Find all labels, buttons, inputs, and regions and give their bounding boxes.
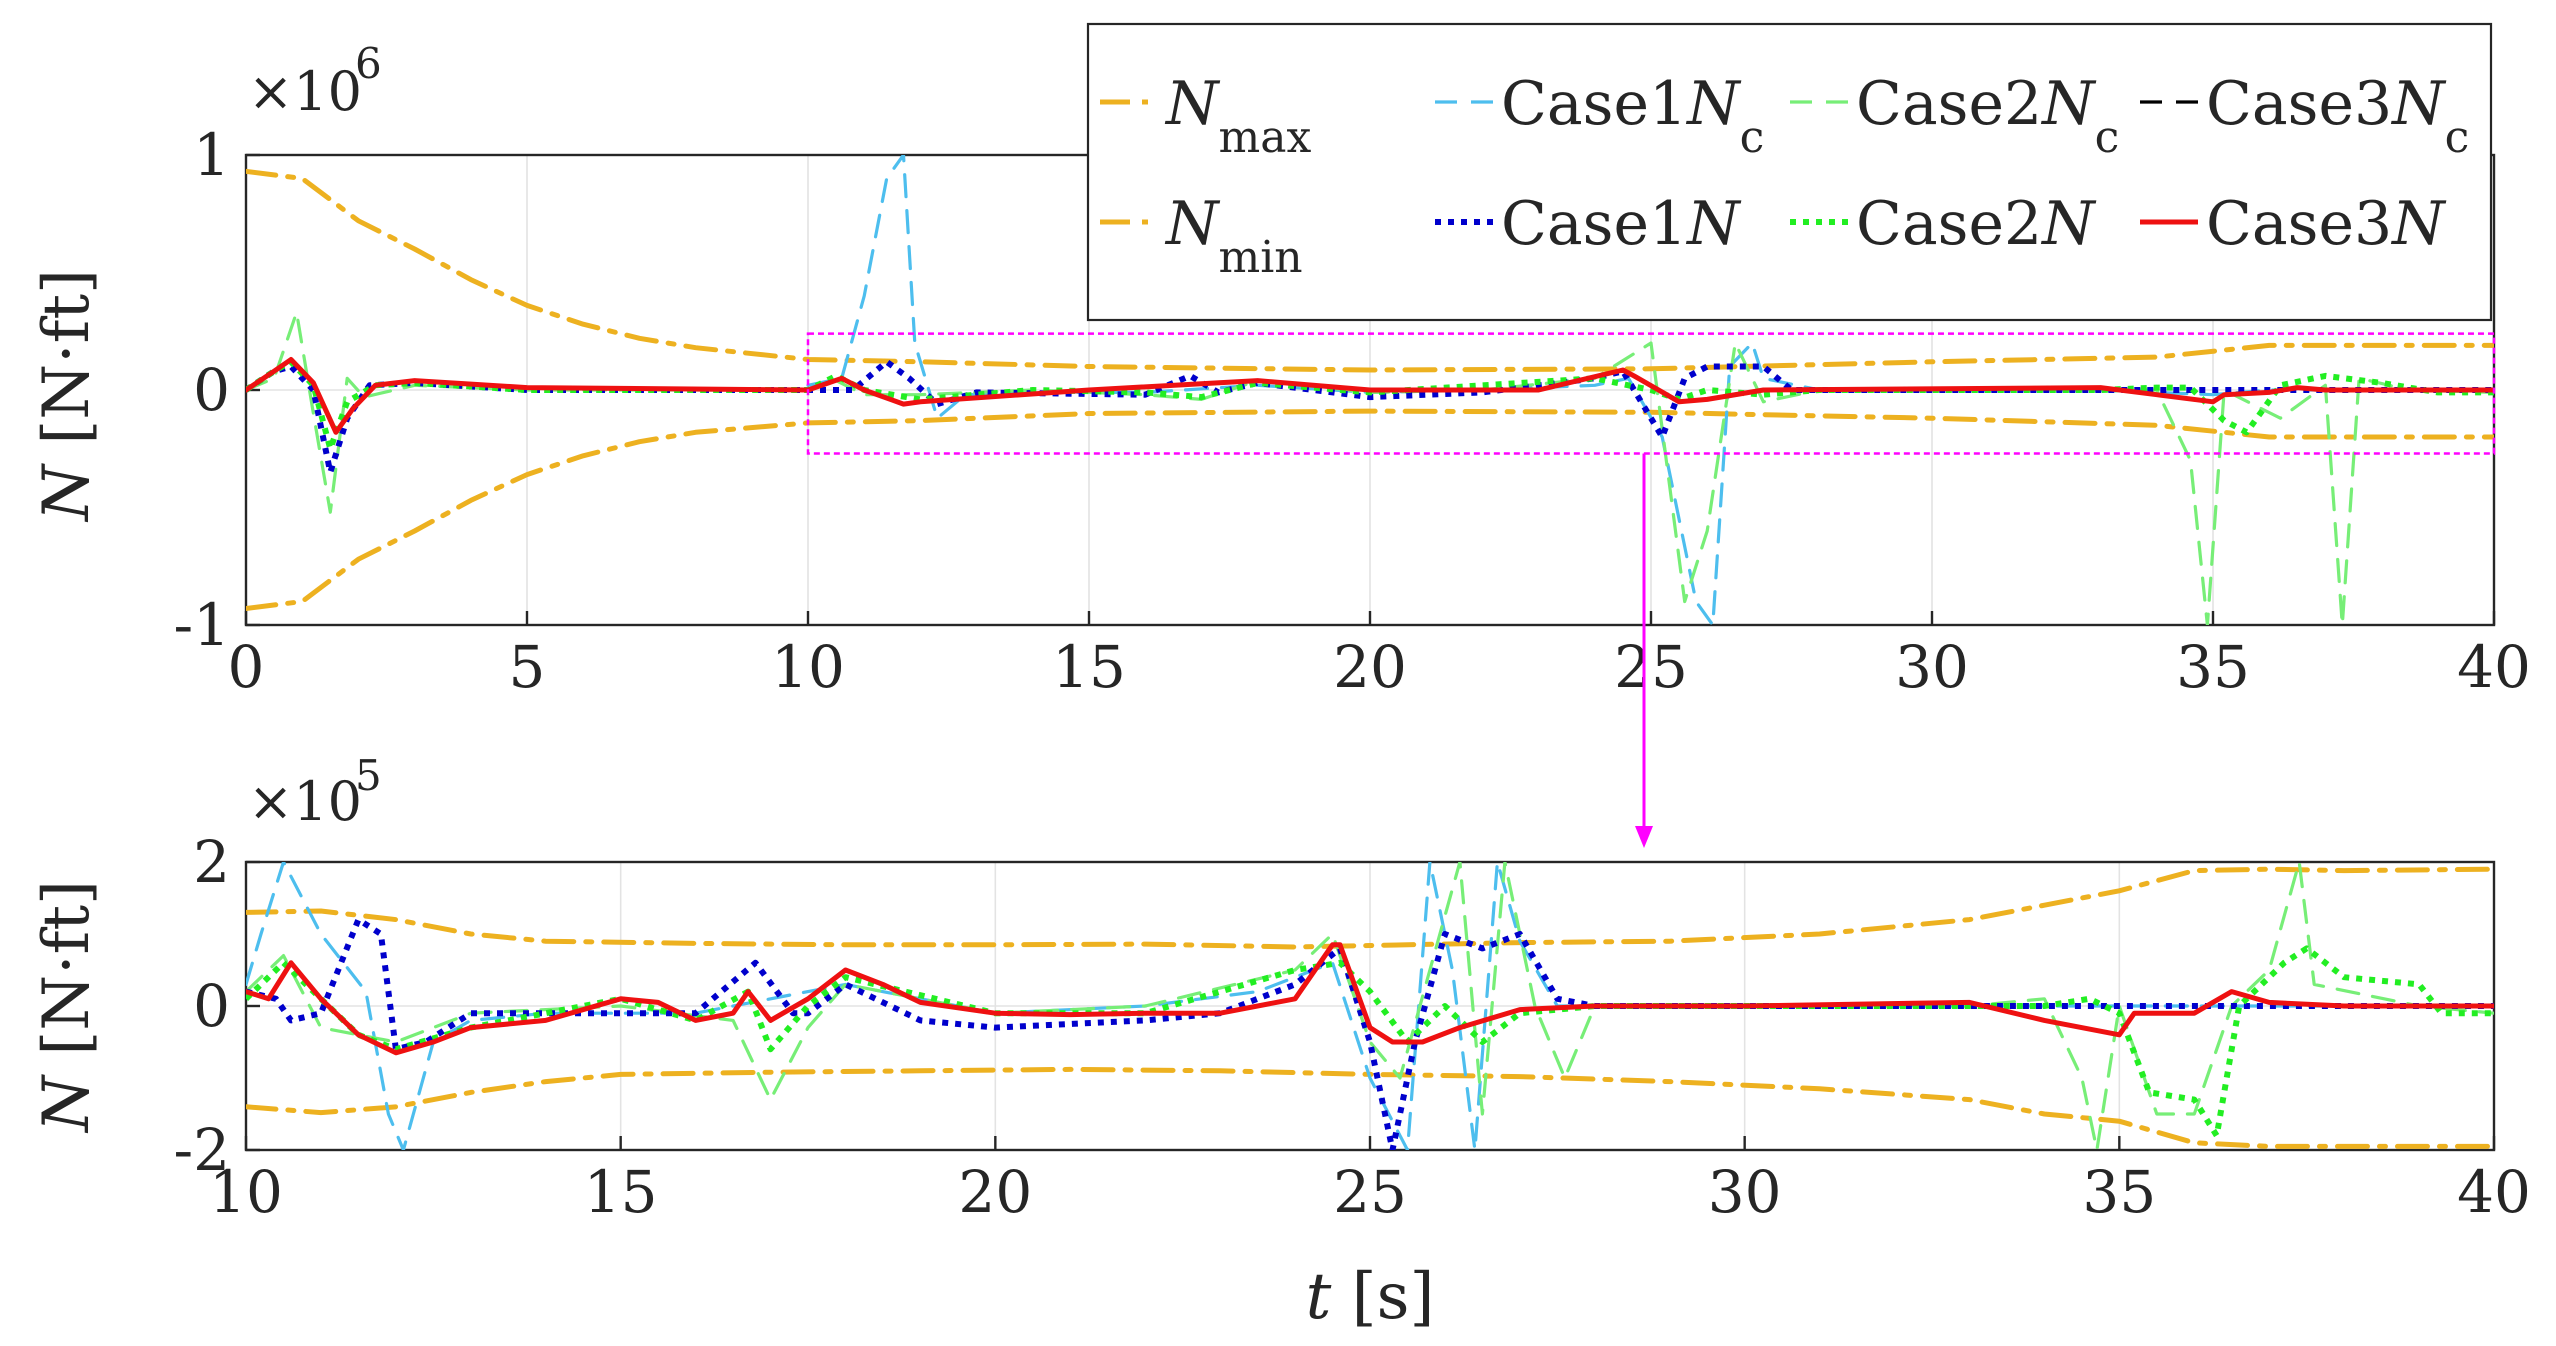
legend-label: Case1N bbox=[1501, 189, 1742, 259]
bottom-xtick-label: 25 bbox=[1333, 1158, 1407, 1226]
top-ytick-label: 1 bbox=[193, 121, 230, 189]
top-multiplier-exponent: 6 bbox=[355, 39, 382, 88]
legend-label: Case1Nc bbox=[1501, 69, 1764, 163]
bottom-xtick-label: 15 bbox=[584, 1158, 658, 1226]
legend-label-base: Case3 bbox=[2206, 69, 2392, 139]
legend-label-base: Case1 bbox=[1501, 189, 1687, 259]
top-xtick-label: 20 bbox=[1333, 633, 1407, 701]
legend-label-subscript: max bbox=[1219, 112, 1312, 163]
legend-label-base: N bbox=[1164, 69, 1221, 139]
bottom-ytick-label: -2 bbox=[174, 1116, 231, 1184]
bottom-series-case2nc bbox=[246, 862, 2494, 1150]
legend-label-symbol: N bbox=[2390, 189, 2447, 259]
legend-entry-case1n: Case1N bbox=[1435, 189, 1742, 259]
bottom-xtick-label: 40 bbox=[2457, 1158, 2531, 1226]
top-xtick-label: 40 bbox=[2457, 633, 2531, 701]
legend-label-subscript: c bbox=[2095, 112, 2120, 163]
bottom-panel: 10 15 20 25 30 35 40 -2 0 2 ×10 5 N [N·ft] t [s] bbox=[30, 751, 2531, 1334]
bottom-xtick-label: 20 bbox=[958, 1158, 1032, 1226]
bottom-series-case3n bbox=[246, 942, 2494, 1056]
legend-entry-nmin: Nmin bbox=[1100, 189, 1303, 283]
x-axis-label-unit: [s] bbox=[1331, 1260, 1434, 1334]
top-ylabel-symbol: N bbox=[30, 463, 104, 523]
top-series-case1nc bbox=[806, 155, 2494, 625]
top-ylabel: N [N·ft] bbox=[30, 269, 104, 523]
legend-entry-case1nc: Case1Nc bbox=[1435, 69, 1764, 163]
top-panel: 0 5 10 15 20 25 30 35 40-101 ×10 6 N [N·ft] bbox=[30, 39, 2531, 848]
bottom-series-nmin bbox=[246, 1066, 2494, 1149]
svg-text:N [N·ft]: N [N·ft] bbox=[30, 880, 104, 1134]
top-xtick-label: 15 bbox=[1052, 633, 1126, 701]
bottom-ytick-label: 0 bbox=[193, 972, 230, 1040]
legend-label: Case2N bbox=[1856, 189, 2097, 259]
legend-label-symbol: N bbox=[2040, 69, 2097, 139]
top-multiplier-base: ×10 bbox=[248, 60, 362, 123]
svg-text:N [N·ft]: N [N·ft] bbox=[30, 269, 104, 523]
bottom-xtick-label: 35 bbox=[2082, 1158, 2156, 1226]
bottom-ytick-label: 2 bbox=[193, 828, 230, 896]
bottom-multiplier-base: ×10 bbox=[248, 770, 362, 833]
top-xtick-label: 30 bbox=[1895, 633, 1969, 701]
bottom-xtick-label: 10 bbox=[209, 1158, 283, 1226]
legend-label-symbol: N bbox=[2040, 189, 2097, 259]
top-xtick-label: 5 bbox=[509, 633, 546, 701]
bottom-series-nmax bbox=[246, 866, 2494, 950]
top-ytick-label: 0 bbox=[193, 356, 230, 424]
legend-label-base: Case3 bbox=[2206, 189, 2392, 259]
legend-label: Case3Nc bbox=[2206, 69, 2469, 163]
top-xtick-label: 0 bbox=[228, 633, 265, 701]
legend-label-subscript: c bbox=[1740, 112, 1765, 163]
top-xtick-label: 10 bbox=[771, 633, 845, 701]
zoom-arrow-head bbox=[1635, 826, 1653, 848]
bottom-ylabel-unit: [N·ft] bbox=[30, 880, 104, 1076]
legend-label: Nmin bbox=[1164, 189, 1303, 283]
legend-label-subscript: min bbox=[1219, 232, 1303, 283]
legend-label-symbol: N bbox=[1685, 69, 1742, 139]
bottom-ylabel-symbol: N bbox=[30, 1074, 104, 1134]
legend-label-base: Case2 bbox=[1856, 189, 2042, 259]
legend-label-subscript: c bbox=[2445, 112, 2470, 163]
legend-entry-case2n: Case2N bbox=[1790, 189, 2097, 259]
top-xtick-label: 35 bbox=[2176, 633, 2250, 701]
legend-label-symbol: N bbox=[2390, 69, 2447, 139]
x-axis-label-symbol: t bbox=[1306, 1260, 1332, 1334]
bottom-series bbox=[246, 862, 2494, 1150]
bottom-multiplier-exponent: 5 bbox=[355, 751, 382, 800]
legend-label: Case3N bbox=[2206, 189, 2447, 259]
bottom-multiplier: ×10 5 bbox=[248, 751, 382, 833]
bottom-ticks: 10 15 20 25 30 35 40 -2 0 2 bbox=[174, 828, 2531, 1226]
bottom-xtick-label: 30 bbox=[1708, 1158, 1782, 1226]
top-ticks: 0 5 10 15 20 25 30 35 40-101 bbox=[174, 121, 2531, 701]
bottom-series-case1n bbox=[246, 916, 2494, 1150]
top-xtick-label: 25 bbox=[1614, 633, 1688, 701]
top-series-case3n bbox=[246, 357, 2494, 435]
zoom-box bbox=[806, 332, 2496, 455]
legend-label-base: Case2 bbox=[1856, 69, 2042, 139]
legend-entry-case3n: Case3N bbox=[2140, 189, 2447, 259]
legend-entry-case3nc: Case3Nc bbox=[2140, 69, 2469, 163]
bottom-ylabel: N [N·ft] bbox=[30, 880, 104, 1134]
top-ytick-label: -1 bbox=[174, 591, 231, 659]
legend-label-base: N bbox=[1164, 189, 1221, 259]
legend-entry-nmax: Nmax bbox=[1100, 69, 1311, 163]
top-multiplier: ×10 6 bbox=[248, 39, 382, 123]
legend-box bbox=[1086, 22, 2493, 322]
top-ylabel-unit: [N·ft] bbox=[30, 269, 104, 465]
legend-entry-case2nc: Case2Nc bbox=[1790, 69, 2119, 163]
legend-label-base: Case1 bbox=[1501, 69, 1687, 139]
legend-label: Nmax bbox=[1164, 69, 1311, 163]
legend-label-symbol: N bbox=[1685, 189, 1742, 259]
legend-label: Case2Nc bbox=[1856, 69, 2119, 163]
x-axis-label: t [s] bbox=[1306, 1260, 1435, 1334]
top-series-case2n bbox=[246, 358, 2494, 452]
